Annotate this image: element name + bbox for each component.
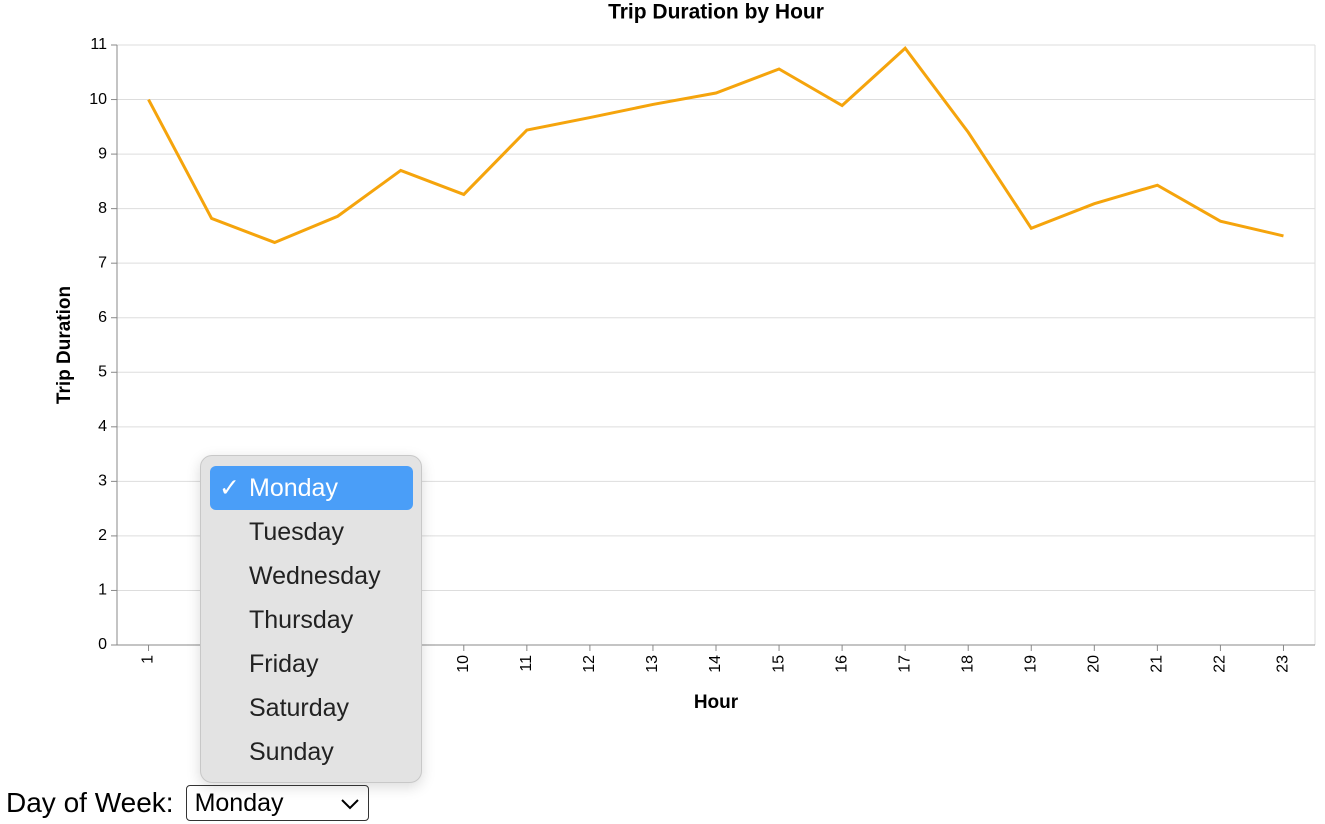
y-tick-label: 5 bbox=[98, 363, 107, 380]
x-tick-label: 19 bbox=[1022, 655, 1039, 673]
chart: Trip Duration by Hour Hour Trip Duration… bbox=[54, 1, 1316, 713]
y-tick-label: 9 bbox=[98, 145, 107, 162]
y-tick-label: 3 bbox=[98, 473, 107, 490]
x-tick-label: 13 bbox=[644, 655, 661, 673]
y-tick-label: 11 bbox=[90, 36, 107, 53]
option-label[interactable]: Monday bbox=[249, 474, 338, 502]
chevron bbox=[340, 799, 359, 810]
x-tick-label: 18 bbox=[959, 655, 976, 673]
x-tick-label: 20 bbox=[1086, 655, 1103, 673]
option-label[interactable]: Friday bbox=[249, 650, 319, 678]
dropdown-option[interactable]: Saturday bbox=[210, 686, 413, 730]
dropdown-option[interactable]: Tuesday bbox=[210, 510, 413, 554]
x-tick-label: 15 bbox=[770, 655, 787, 673]
x-tick-label: 11 bbox=[518, 655, 535, 672]
x-tick-label: 16 bbox=[833, 655, 850, 673]
y-tick-label: 7 bbox=[98, 254, 107, 271]
y-tick-label: 10 bbox=[89, 91, 107, 108]
y-tick-label: 4 bbox=[98, 418, 107, 435]
control-label: Day of Week: bbox=[6, 787, 174, 818]
select-value[interactable]: Monday bbox=[194, 789, 284, 817]
option-label[interactable]: Sunday bbox=[249, 738, 334, 766]
select[interactable]: Monday bbox=[185, 785, 369, 821]
control-row: Day of Week: Monday bbox=[6, 785, 369, 821]
line bbox=[147, 46, 1284, 245]
check-mark: ✓ bbox=[219, 474, 240, 502]
option-label[interactable]: Thursday bbox=[249, 606, 354, 634]
dropdown-menu: ✓ Monday Tuesday Wednesday Thursday Friday Sat… bbox=[200, 455, 422, 783]
dropdown-option[interactable]: Wednesday bbox=[210, 554, 413, 598]
y-tick-label: 6 bbox=[98, 309, 107, 326]
x-tick-label: 14 bbox=[707, 655, 724, 673]
x-tick-label: 22 bbox=[1212, 655, 1229, 673]
x-tick-label: 10 bbox=[455, 655, 472, 673]
dropdown-option[interactable]: Thursday bbox=[210, 598, 413, 642]
chart-title: Trip Duration by Hour bbox=[608, 1, 824, 24]
option-label[interactable]: Wednesday bbox=[249, 562, 381, 590]
option-label[interactable]: Tuesday bbox=[249, 518, 344, 546]
y-tick-label: 1 bbox=[98, 582, 107, 599]
y-tick-label: 2 bbox=[98, 527, 107, 544]
x-tick-label: 23 bbox=[1275, 655, 1292, 673]
x-tick-label: 21 bbox=[1149, 655, 1166, 673]
option-label[interactable]: Saturday bbox=[249, 694, 350, 722]
x-tick-label: 1 bbox=[140, 655, 157, 664]
y-axis-title: Trip Duration bbox=[54, 286, 75, 404]
x-tick-label: 12 bbox=[581, 655, 598, 673]
dropdown-option[interactable]: Sunday bbox=[210, 730, 413, 774]
x-axis-title: Hour bbox=[694, 692, 739, 713]
dropdown-option[interactable]: Friday bbox=[210, 642, 413, 686]
x-tick-label: 17 bbox=[896, 655, 913, 673]
dropdown-option[interactable]: ✓ Monday bbox=[210, 466, 413, 510]
y-tick-label: 0 bbox=[98, 636, 107, 653]
y-tick-label: 8 bbox=[98, 200, 107, 217]
